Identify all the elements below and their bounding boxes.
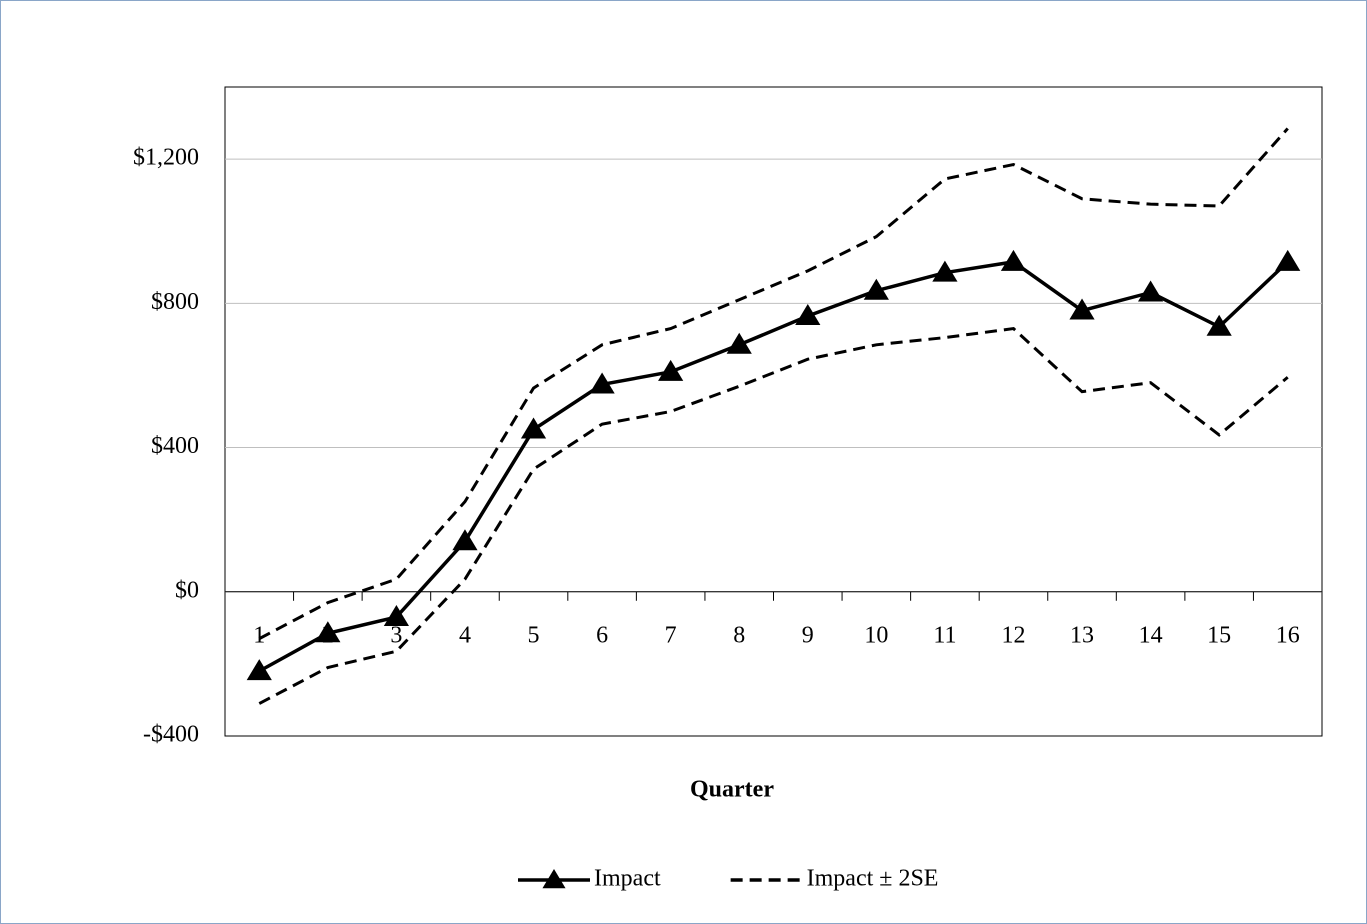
y-tick-label: -$400 (143, 722, 199, 748)
point-marker (315, 621, 341, 643)
lower-bound-line (258, 326, 1289, 705)
x-tick-label: 11 (933, 622, 956, 648)
point-marker (1275, 249, 1301, 271)
y-tick-label: $800 (151, 289, 199, 315)
point-marker (1206, 314, 1232, 336)
x-tick-label: 10 (864, 622, 888, 648)
x-axis-title: Quarter (690, 777, 774, 803)
x-tick-label: 13 (1070, 622, 1094, 648)
x-tick-label: 8 (733, 622, 745, 648)
x-tick-label: 12 (1001, 622, 1025, 648)
point-marker (452, 529, 478, 551)
point-marker (726, 332, 752, 354)
point-marker (246, 659, 272, 681)
point-marker (1137, 280, 1164, 302)
x-tick-label: 9 (802, 622, 814, 648)
legend-marker (542, 869, 566, 889)
x-tick-label: 16 (1276, 622, 1300, 648)
x-tick-label: 15 (1207, 622, 1231, 648)
point-marker (932, 260, 958, 282)
x-tick-label: 3 (390, 622, 402, 648)
point-marker (795, 303, 821, 325)
y-tick-label: $0 (175, 577, 199, 603)
point-marker (1000, 249, 1027, 271)
upper-bound-line (258, 127, 1289, 640)
x-tick-label: 6 (596, 622, 608, 648)
point-marker (589, 372, 615, 394)
x-tick-label: 14 (1139, 622, 1163, 648)
x-tick-label: 1 (253, 622, 265, 648)
legend-label: Impact ± 2SE (807, 866, 939, 892)
x-tick-label: 4 (459, 622, 471, 648)
y-tick-label: $400 (151, 433, 199, 459)
y-tick-label: $1,200 (133, 145, 199, 171)
point-marker (520, 417, 547, 439)
point-marker (383, 605, 410, 627)
impact-line (258, 260, 1289, 673)
point-marker (658, 359, 684, 381)
plot-area (224, 86, 1323, 737)
legend-label: Impact (594, 866, 661, 892)
x-tick-label: 7 (665, 622, 677, 648)
point-marker (1069, 298, 1095, 320)
x-tick-label: 5 (528, 622, 540, 648)
point-marker (863, 278, 889, 300)
